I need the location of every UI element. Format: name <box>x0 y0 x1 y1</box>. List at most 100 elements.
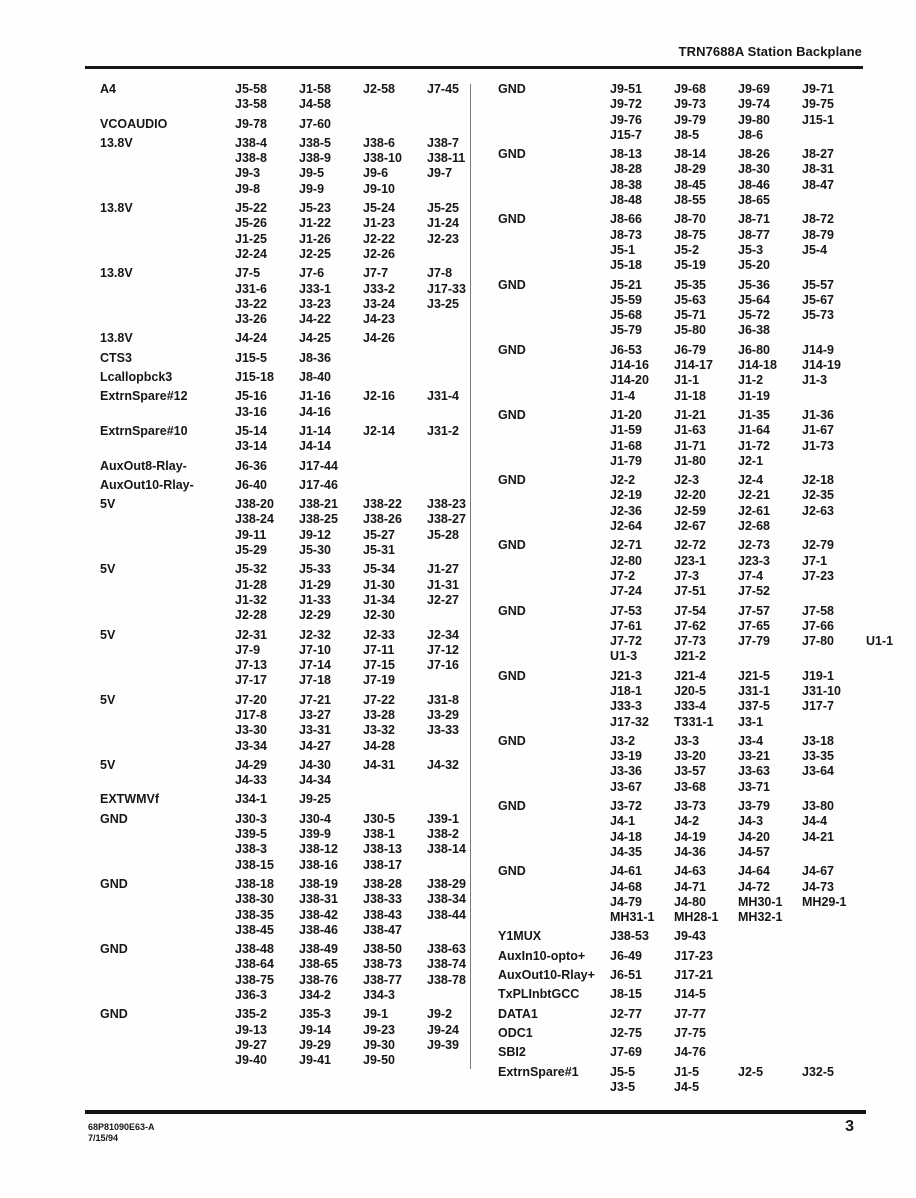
pin-list: J4-24 J4-25 J4-26 <box>235 331 468 346</box>
pin-id: J38-14 <box>427 842 466 857</box>
pin-id: J7-9 <box>235 642 261 657</box>
pin-id: J5-68 <box>610 308 642 323</box>
pin-id: J9-76 <box>610 112 642 127</box>
pin-id: J2-73 <box>738 538 770 553</box>
pin-id: J38-45 <box>235 922 274 937</box>
pin-id: J1-16 <box>299 389 331 404</box>
pin-id: J5-63 <box>674 292 706 307</box>
signal-name: Y1MUX <box>498 929 542 944</box>
pin-line: J5-14 J1-14 J2-14 J31-2 <box>235 424 491 439</box>
pin-id: J38-64 <box>235 957 274 972</box>
pin-id: J6-80 <box>738 342 770 357</box>
pin-line: J7-72 J7-73 J7-79 J7-80 U1-1 <box>610 634 916 649</box>
pin-id: J38-43 <box>363 907 402 922</box>
pin-id: J4-26 <box>363 331 395 346</box>
pin-id: J5-73 <box>802 308 834 323</box>
pin-id: J20-5 <box>674 683 706 698</box>
pin-id: J1-58 <box>299 82 331 96</box>
pin-id: J8-38 <box>610 177 642 192</box>
pin-id: J9-10 <box>363 181 395 196</box>
pin-line: J15-7 J8-5 J8-6 <box>610 128 910 143</box>
pin-id: J3-79 <box>738 799 770 814</box>
footer-doc-info: 68P81090E63-A 7/15/94 <box>88 1122 155 1144</box>
pin-id: J7-53 <box>610 603 642 618</box>
pin-id: J4-5 <box>674 1079 700 1094</box>
pin-id: J8-26 <box>738 147 770 162</box>
pin-line: J3-22 J3-23 J3-24 J3-25 <box>235 297 491 312</box>
pin-line: J2-19 J2-20 J2-21 J2-35 <box>610 488 910 503</box>
pin-id: J15-18 <box>235 370 274 385</box>
pin-line: J2-80 J23-1 J23-3 J7-1 <box>610 554 910 569</box>
pin-line: J7-2 J7-3 J7-4 J7-23 <box>610 569 910 584</box>
signal-name: 13.8V <box>100 201 133 216</box>
signal-name: GND <box>498 147 526 162</box>
pin-list: J8-66 J8-70 J8-71 J8-72 J8-73 J8-75 J8-77 J8-79… <box>610 212 910 273</box>
signal-name: 13.8V <box>100 266 133 281</box>
pin-id: J5-71 <box>674 308 706 323</box>
pin-id: J7-20 <box>235 692 267 707</box>
pin-id: J8-73 <box>610 227 642 242</box>
pin-line: J2-71 J2-72 J2-73 J2-79 <box>610 538 910 553</box>
pin-id: J5-58 <box>235 82 267 96</box>
pin-id: J38-23 <box>427 497 466 512</box>
pin-id: J3-32 <box>363 723 395 738</box>
signal-row: GND J5-21 J5-35 J5-36 J5-57 J5-59 J5-63 J5-64 J5… <box>498 278 910 339</box>
pin-id: J3-3 <box>674 733 700 748</box>
signal-name: AuxIn10-opto+ <box>498 948 586 963</box>
pin-line: J9-40 J9-41 J9-50 <box>235 1053 491 1068</box>
pin-id: J38-76 <box>299 972 338 987</box>
pin-id: J9-9 <box>299 181 325 196</box>
pin-id: U1-1 <box>866 634 894 649</box>
pin-line: J3-26 J4-22 J4-23 <box>235 312 491 327</box>
pin-line: J1-59 J1-63 J1-64 J1-67 <box>610 423 910 438</box>
pin-line: J5-16 J1-16 J2-16 J31-4 <box>235 389 491 404</box>
pin-id: J3-57 <box>674 764 706 779</box>
pin-id: J2-24 <box>235 246 267 261</box>
pin-id: J5-34 <box>363 562 395 577</box>
pin-id: J4-27 <box>299 738 331 753</box>
pin-id: J7-57 <box>738 603 770 618</box>
pin-id: J8-65 <box>738 193 770 208</box>
pin-id: J7-54 <box>674 603 706 618</box>
pin-id: J23-1 <box>674 553 706 568</box>
pin-list: J5-14 J1-14 J2-14 J31-2 J3-14 J4-14 <box>235 424 491 455</box>
pin-id: J34-3 <box>363 988 395 1003</box>
pin-id: J8-29 <box>674 162 706 177</box>
pin-id: J4-76 <box>674 1045 706 1060</box>
pin-id: J2-71 <box>610 538 642 553</box>
pin-id: J5-26 <box>235 216 267 231</box>
signal-row: 13.8V J7-5 J7-6 J7-7 J7-8 J31-6 J33-1 J33-2 J17-… <box>100 266 468 327</box>
pin-id: J38-20 <box>235 497 274 512</box>
pin-list: J4-29 J4-30 J4-31 J4-32 J4-33 J4-34 <box>235 758 491 789</box>
signal-row: AuxIn10-opto+ J6-49 J17-23 <box>498 949 910 964</box>
pin-line: J5-21 J5-35 J5-36 J5-57 <box>610 278 910 293</box>
pin-id: J4-20 <box>738 829 770 844</box>
pin-line: J4-29 J4-30 J4-31 J4-32 <box>235 758 491 773</box>
pin-id: J36-3 <box>235 988 267 1003</box>
pin-id: J38-17 <box>363 857 402 872</box>
pin-line: J1-32 J1-33 J1-34 J2-27 <box>235 593 491 608</box>
pin-line: J9-3 J9-5 J9-6 J9-7 <box>235 166 491 181</box>
pin-id: J2-75 <box>610 1025 642 1040</box>
pin-line: J38-8 J38-9 J38-10 J38-11 <box>235 151 491 166</box>
pin-line: J2-64 J2-67 J2-68 <box>610 519 910 534</box>
pin-id: J7-16 <box>427 658 459 673</box>
pin-line: J5-29 J5-30 J5-31 <box>235 543 491 558</box>
signal-name: 5V <box>100 757 116 772</box>
signal-row: ExtrnSpare#1 J5-5 J1-5 J2-5 J32-5 J3-5 J4-5 <box>498 1065 910 1096</box>
signal-name: GND <box>498 82 526 96</box>
pin-id: J19-1 <box>802 668 834 683</box>
pin-id: J8-15 <box>610 987 642 1002</box>
pin-id: J9-80 <box>738 112 770 127</box>
pin-id: J8-46 <box>738 177 770 192</box>
pin-list: J7-69 J4-76 <box>610 1045 910 1060</box>
pin-id: J33-4 <box>674 699 706 714</box>
pin-id: J38-2 <box>427 827 459 842</box>
header-rule <box>85 66 863 69</box>
pin-id: J7-7 <box>363 266 389 281</box>
pin-list: J34-1 J9-25 <box>235 792 468 807</box>
pin-id: J6-38 <box>738 323 770 338</box>
pin-id: J3-73 <box>674 799 706 814</box>
pin-id: J7-73 <box>674 634 706 649</box>
pin-id: J30-3 <box>235 811 267 826</box>
